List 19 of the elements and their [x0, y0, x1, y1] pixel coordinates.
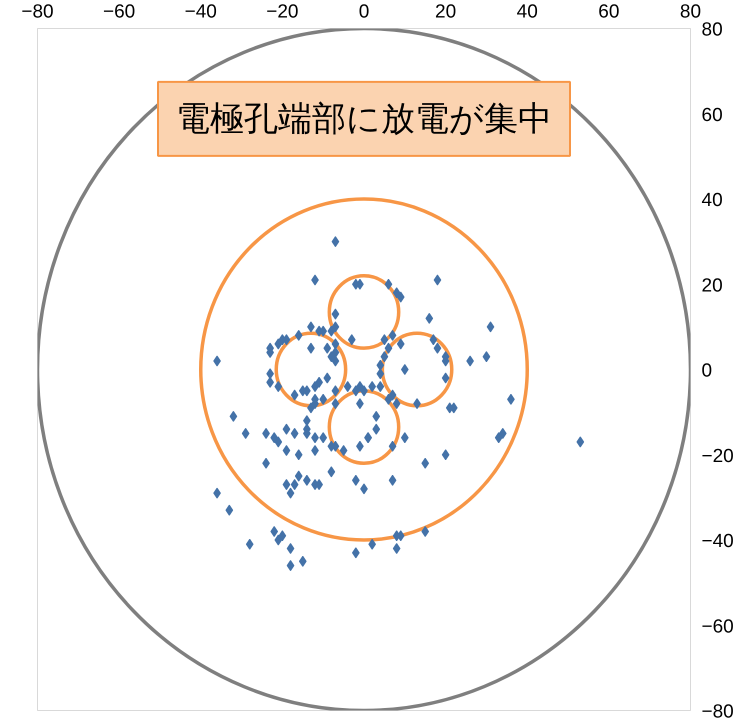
annotation: 電極孔端部に放電が集中	[176, 100, 552, 138]
y-tick-label: −60	[702, 616, 734, 638]
y-tick-label: −20	[702, 446, 734, 467]
x-tick-label: 60	[598, 2, 620, 22]
y-tick-label: 80	[702, 20, 723, 40]
y-tick-label: 40	[702, 190, 723, 211]
y-tick-label: 0	[702, 360, 712, 382]
x-tick-label: 0	[358, 2, 370, 22]
x-tick-label: 20	[435, 2, 456, 22]
x-tick-label: 40	[516, 2, 538, 22]
y-tick-label: −40	[702, 531, 734, 552]
x-tick-label: −60	[103, 2, 136, 22]
y-tick-label: −80	[702, 702, 734, 722]
x-tick-label: 80	[680, 2, 702, 22]
y-tick-label: 60	[702, 104, 723, 126]
x-tick-label: −40	[184, 2, 217, 22]
x-tick-label: −20	[266, 2, 298, 22]
x-tick-label: −80	[21, 2, 54, 22]
y-tick-label: 20	[702, 275, 723, 296]
